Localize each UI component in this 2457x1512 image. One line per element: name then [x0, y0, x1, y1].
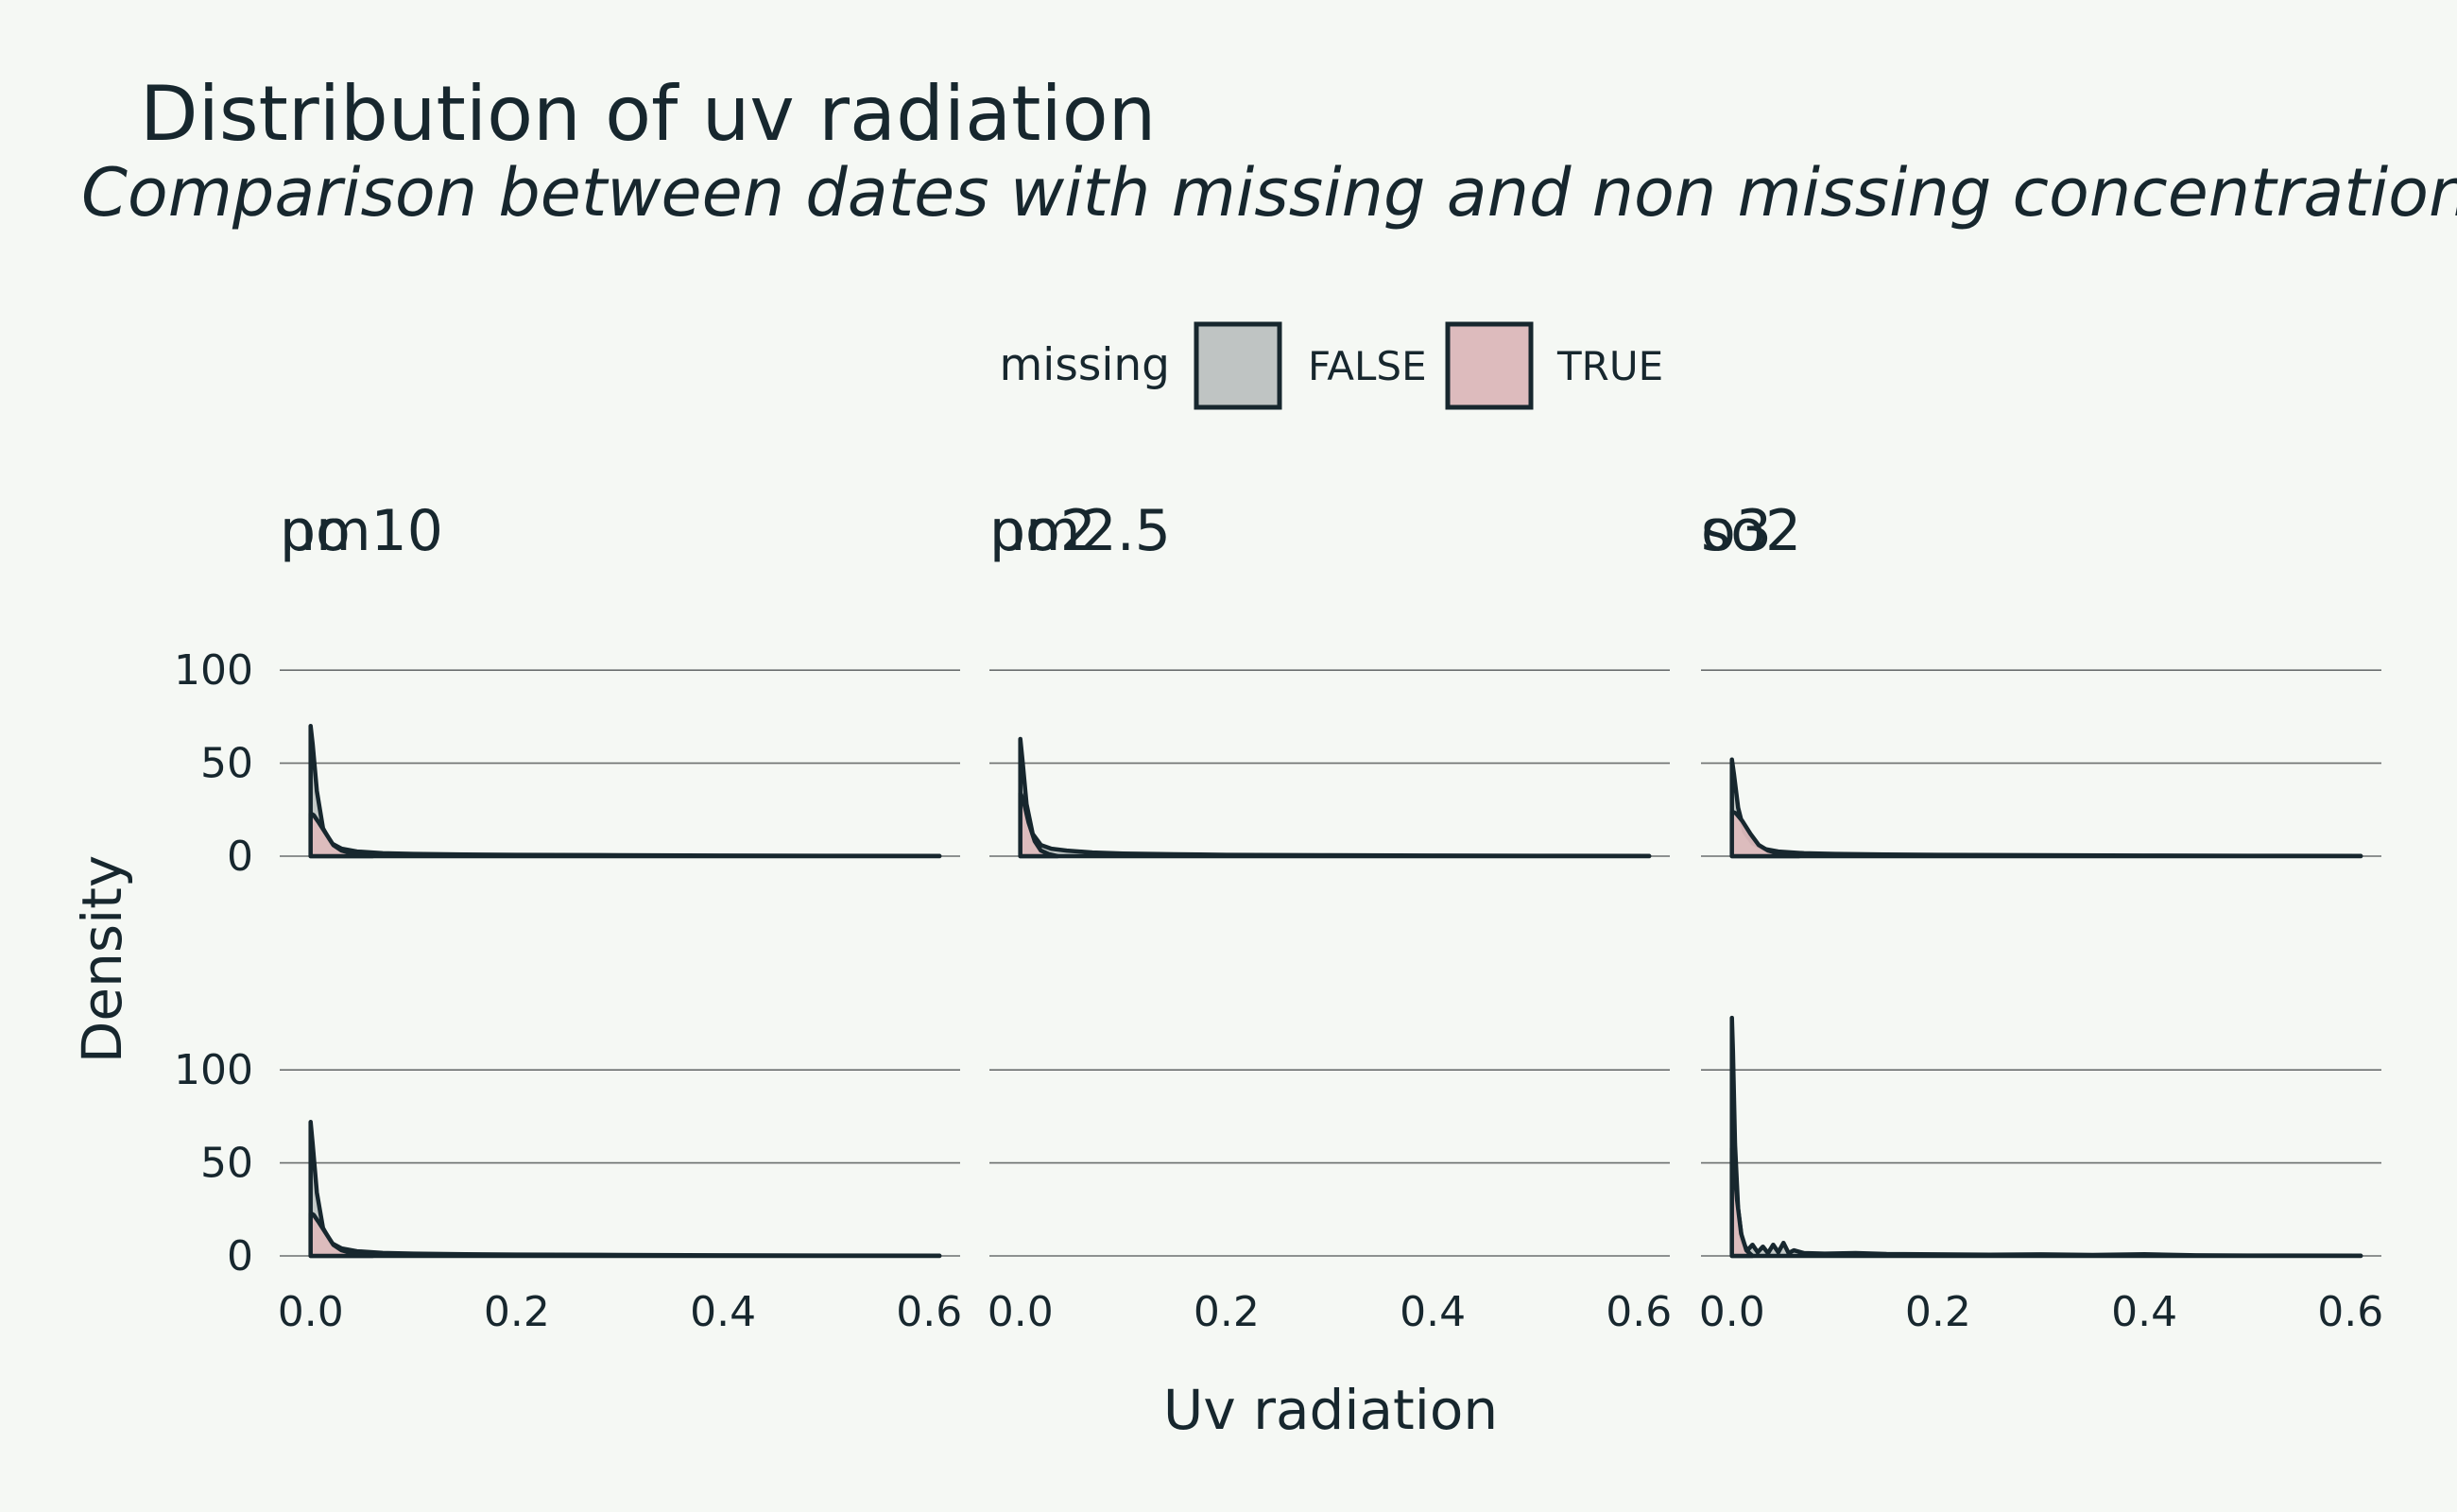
facet-label: no [280, 498, 351, 564]
density-true [308, 1211, 375, 1259]
density-true [1729, 809, 1801, 859]
facet-panel-o3: o3 [1701, 498, 2381, 859]
density-true [308, 811, 375, 859]
facet-panel-pm10: pm10 0 50 100 0.0 0.2 0.4 0.6 [174, 498, 962, 1336]
density-false [308, 723, 942, 859]
density-false [1018, 736, 1652, 859]
y-tick-label: 100 [174, 646, 253, 695]
facet-label: no2 [989, 498, 1096, 564]
legend: missing FALSE TRUE [1000, 321, 1663, 410]
legend-key-false [1194, 321, 1282, 410]
legend-label-false: FALSE [1308, 343, 1427, 389]
density-false [1729, 1015, 2363, 1259]
x-tick-label: 0.6 [2317, 1288, 2383, 1336]
y-tick-label: 50 [200, 740, 253, 788]
x-tick-label: 0.0 [988, 1288, 1054, 1336]
x-axis-title: Uv radiation [1163, 1378, 1498, 1442]
x-tick-label: 0.2 [1194, 1288, 1260, 1336]
x-tick-label: 0.6 [896, 1288, 962, 1336]
chart-title: Distribution of uv radiation [140, 70, 1156, 158]
facet-panel-so2: so2 0.0 0.2 0.4 0.6 [1699, 498, 2384, 1336]
y-tick-label: 100 [174, 1046, 253, 1094]
y-tick-label: 0 [227, 1232, 253, 1280]
facet-label: o3 [1701, 498, 1772, 564]
y-tick-label: 50 [200, 1140, 253, 1188]
y-axis-title: Density [70, 855, 134, 1064]
x-tick-label: 0.6 [1606, 1288, 1672, 1336]
density-true [1729, 1145, 1755, 1259]
facet-panel-pm2.5: pm2.5 0.0 0.2 0.4 0.6 [988, 498, 1673, 1336]
x-tick-label: 0.0 [1699, 1288, 1765, 1336]
legend-title: missing [1000, 339, 1171, 391]
facet-label: pm10 [280, 498, 443, 564]
x-tick-label: 0.4 [690, 1288, 756, 1336]
legend-label-true: TRUE [1556, 343, 1663, 389]
facet-panel-no2: no2 [989, 498, 1670, 859]
facet-panel-no: no 0 50 100 [174, 498, 960, 881]
chart-subtitle: Comparison between dates with missing an… [81, 154, 2457, 232]
x-tick-label: 0.4 [2111, 1288, 2177, 1336]
x-tick-label: 0.0 [278, 1288, 344, 1336]
facet-label: pm2.5 [989, 498, 1171, 564]
density-false [308, 1120, 942, 1259]
density-true [1018, 790, 1060, 859]
y-tick-label: 0 [227, 833, 253, 881]
facet-label: so2 [1701, 498, 1801, 564]
x-tick-label: 0.4 [1400, 1288, 1466, 1336]
density-false [1729, 757, 2363, 859]
x-tick-label: 0.2 [1905, 1288, 1971, 1336]
legend-key-true [1445, 321, 1534, 410]
x-tick-label: 0.2 [484, 1288, 550, 1336]
